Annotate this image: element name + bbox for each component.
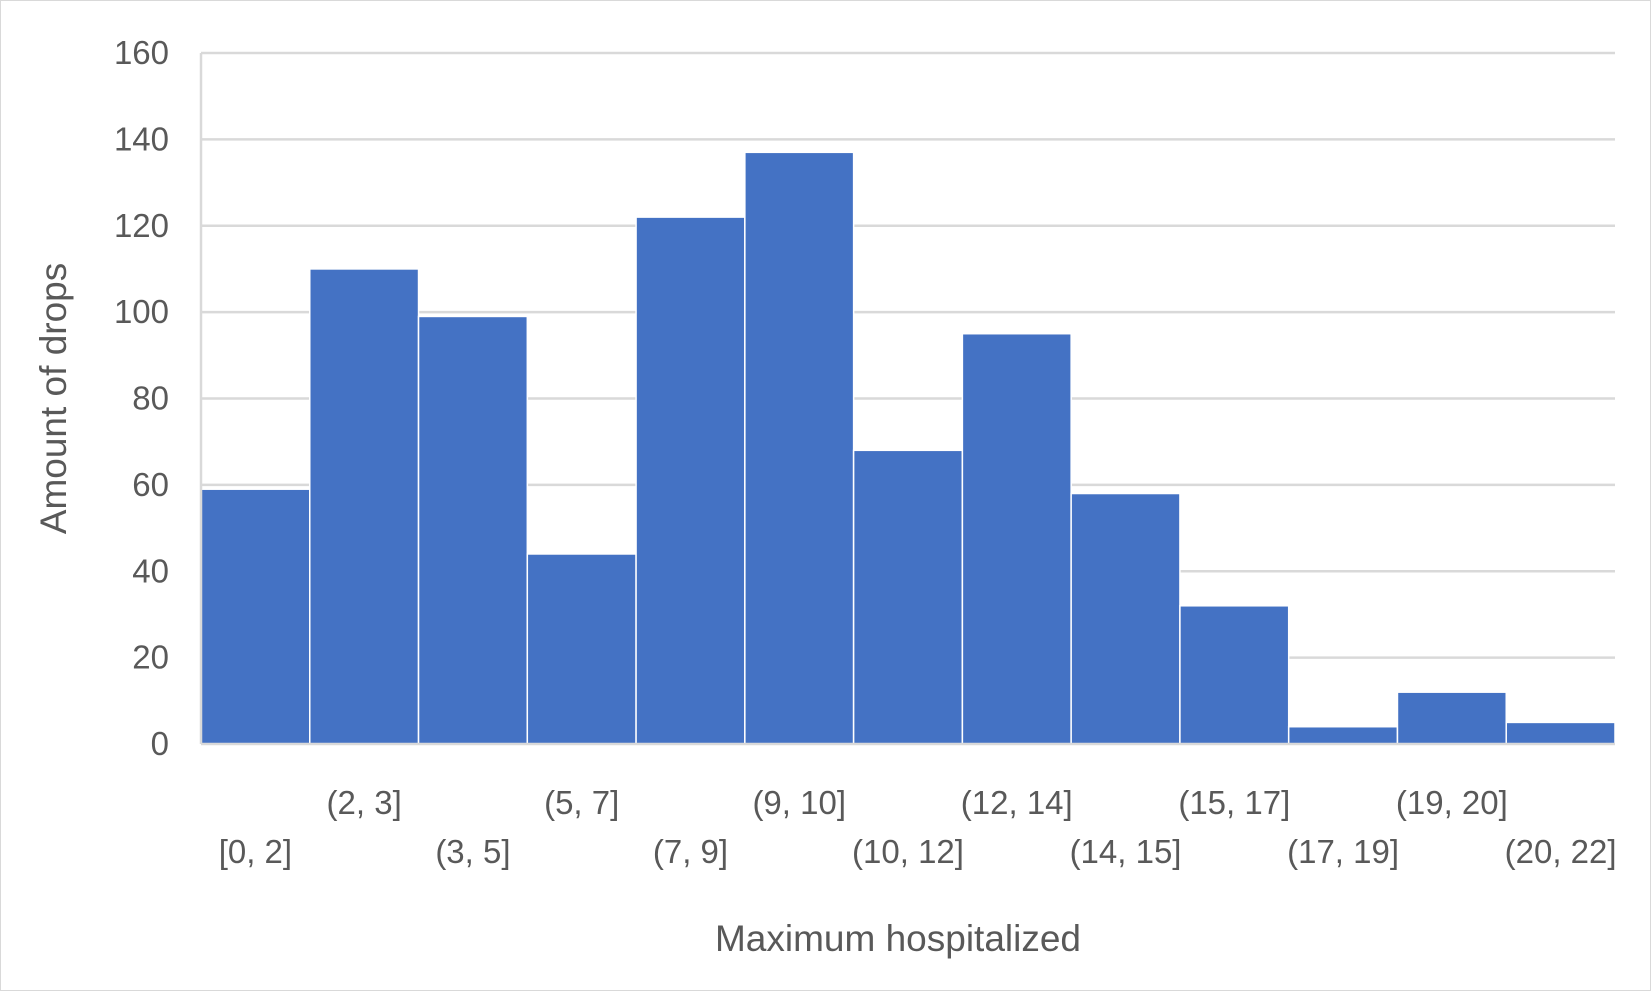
bar [961,332,1072,745]
bar [200,488,311,745]
y-tick-label: 40 [132,552,169,589]
bar [1287,725,1399,745]
y-tick-label: 100 [114,293,169,330]
bar [635,216,746,745]
x-tick-label: (17, 19] [1287,833,1399,870]
x-tick-label: (7, 9] [653,833,728,870]
x-tick-label: (3, 5] [435,833,510,870]
x-tick-label: (2, 3] [327,784,402,821]
y-tick-label: 60 [132,466,169,503]
bar [744,151,855,745]
y-tick-label: 120 [114,207,169,244]
x-tick-label: (10, 12] [852,833,964,870]
x-tick-label: [0, 2] [219,833,292,870]
y-tick-label: 140 [114,120,169,157]
bar [417,315,529,745]
x-tick-label: (5, 7] [544,784,619,821]
y-tick-labels: 0 20 40 60 80 100 120 140 160 [114,34,169,762]
axes [199,53,1615,746]
bar [1070,492,1181,745]
y-axis-title: Amount of drops [33,263,74,534]
bar [1505,721,1616,745]
x-tick-label: (20, 22] [1505,833,1617,870]
x-tick-label: (14, 15] [1070,833,1182,870]
y-tick-label: 80 [132,380,169,417]
bars [200,151,1616,745]
bar [309,268,420,745]
x-tick-label: (9, 10] [752,784,846,821]
x-axis-title: Maximum hospitalized [715,918,1081,959]
x-tick-labels: [0, 2] (2, 3] (3, 5] (5, 7] (7, 9] (9, 10](10… [219,784,1617,870]
bar [526,553,637,745]
bar [1396,691,1507,745]
x-tick-label: (19, 20] [1396,784,1508,821]
y-tick-label: 0 [151,725,169,762]
x-tick-label: (15, 17] [1178,784,1290,821]
y-tick-label: 20 [132,639,169,676]
bar [1179,605,1290,745]
x-tick-label: (12, 14] [961,784,1073,821]
bar [852,449,964,745]
y-tick-label: 160 [114,34,169,71]
